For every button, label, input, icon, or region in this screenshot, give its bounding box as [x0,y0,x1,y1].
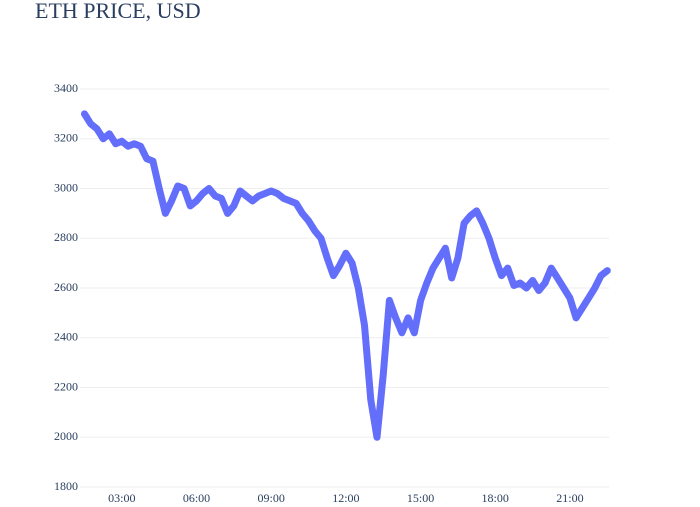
chart-title: ETH PRICE, USD [35,0,201,23]
y-tick-label: 3000 [54,180,78,194]
y-tick-label: 2800 [54,230,78,244]
y-tick-label: 3400 [54,81,78,95]
x-tick-label: 21:00 [556,491,583,505]
y-tick-label: 2600 [54,280,78,294]
y-tick-label: 2000 [54,429,78,443]
x-tick-label: 18:00 [482,491,509,505]
price-trace [81,110,611,441]
y-tick-label: 3200 [54,131,78,145]
x-tick-label: 09:00 [258,491,285,505]
y-tick-label: 1800 [54,479,78,493]
x-tick-label: 15:00 [407,491,434,505]
y-tick-label: 2200 [54,379,78,393]
y-tick-label: 2400 [54,330,78,344]
x-tick-label: 12:00 [332,491,359,505]
x-tick-label: 03:00 [108,491,135,505]
x-tick-label: 06:00 [183,491,210,505]
